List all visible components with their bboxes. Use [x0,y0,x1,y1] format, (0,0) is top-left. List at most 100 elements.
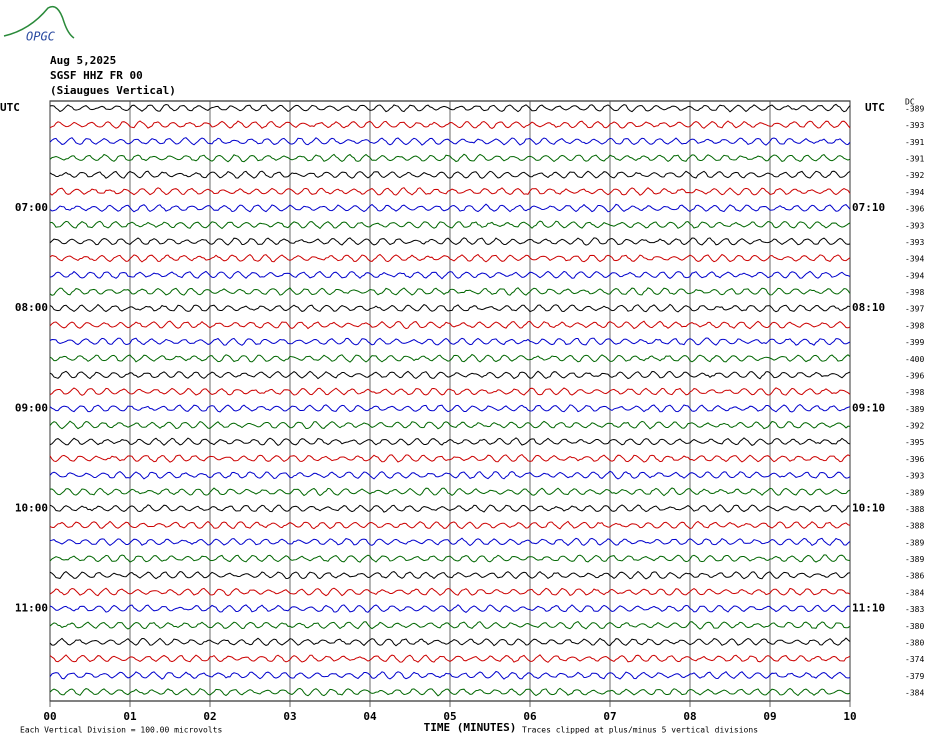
trace [49,520,851,530]
trace [49,103,851,113]
trace [49,504,851,513]
trace [49,353,851,363]
dc-value: -389 [905,555,924,564]
left-time-label: 08:00 [15,301,48,314]
trace [49,270,851,280]
trace [49,487,851,497]
dc-value: -380 [905,622,924,631]
dc-value: -386 [905,572,924,581]
x-tick-label: 06 [523,710,537,723]
right-time-label: 09:10 [852,401,885,414]
trace [49,687,851,697]
dc-value: -391 [905,138,924,147]
right-time-label: 07:10 [852,201,885,214]
trace [49,120,851,129]
scale-note: Each Vertical Division = 100.00 microvol… [20,726,222,735]
trace [49,420,851,430]
dc-value: -393 [905,121,924,130]
trace [49,170,851,179]
trace [49,303,851,313]
dc-value: -380 [905,638,924,647]
x-tick-label: 02 [203,710,216,723]
trace [49,203,851,213]
x-tick-label: 00 [43,710,56,723]
dc-value: -395 [905,438,924,447]
dc-value: -392 [905,422,924,431]
dc-value: -400 [905,355,924,364]
dc-value: -396 [905,371,924,380]
trace [49,220,851,230]
right-time-label: 10:10 [852,501,885,514]
station-name: (Siaugues Vertical) [50,84,176,97]
left-time-label: 07:00 [15,201,48,214]
dc-value: -383 [905,605,924,614]
dc-value: -379 [905,672,924,681]
dc-value: -397 [905,305,924,314]
trace [49,537,851,547]
trace [49,287,851,296]
trace [49,604,851,614]
trace [49,187,851,196]
x-tick-label: 05 [443,710,456,723]
date: Aug 5,2025 [50,54,116,67]
dc-value: -396 [905,455,924,464]
logo: OPGC [26,30,56,44]
trace [49,470,851,480]
trace [49,453,851,463]
x-tick-label: 07 [603,710,616,723]
x-tick-label: 03 [283,710,296,723]
dc-value: -399 [905,338,924,347]
left-time-label: UTC [0,101,20,114]
dc-value: -394 [905,271,924,280]
x-tick-label: 08 [683,710,696,723]
dc-value: -384 [905,588,924,597]
dc-value: -394 [905,255,924,264]
trace [49,587,851,597]
dc-value: -388 [905,522,924,531]
trace [49,670,851,680]
trace [49,437,851,447]
dc-value: -398 [905,321,924,330]
dc-value: -389 [905,488,924,497]
dc-value: -393 [905,221,924,230]
dc-value: -389 [905,538,924,547]
trace [49,637,851,647]
left-time-label: 11:00 [15,602,48,615]
trace [49,237,851,246]
dc-value: -389 [905,105,924,114]
clip-note: Traces clipped at plus/minus 5 vertical … [522,726,758,735]
dc-value: -393 [905,472,924,481]
dc-label: DC [905,98,915,107]
dc-value: -374 [905,655,924,664]
trace [49,654,851,663]
dc-value: -392 [905,171,924,180]
left-time-label: 09:00 [15,401,48,414]
trace [49,554,851,563]
right-time-label: 11:10 [852,602,885,615]
trace [49,404,851,413]
trace [49,370,851,380]
dc-value: -398 [905,388,924,397]
x-tick-label: 04 [363,710,377,723]
trace [49,320,851,330]
dc-value: -394 [905,188,924,197]
dc-value: -393 [905,238,924,247]
station: SGSF HHZ FR 00 [50,69,143,82]
x-axis-label: TIME (MINUTES) [424,721,517,734]
trace [49,253,851,263]
dc-value: -388 [905,505,924,514]
x-tick-label: 01 [123,710,137,723]
left-time-label: 10:00 [15,501,48,514]
right-time-label: UTC [865,101,885,114]
x-tick-label: 09 [763,710,776,723]
trace [49,621,851,630]
dc-value: -384 [905,689,924,698]
trace [49,153,851,163]
dc-value: -389 [905,405,924,414]
dc-value: -398 [905,288,924,297]
logo-curve [3,5,75,39]
x-tick-label: 10 [843,710,856,723]
dc-value: -391 [905,155,924,164]
trace [49,387,851,396]
